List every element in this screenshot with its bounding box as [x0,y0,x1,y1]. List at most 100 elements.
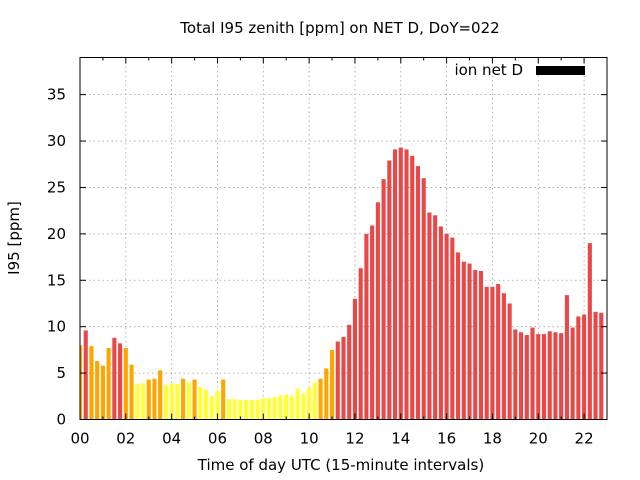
bar [570,327,575,420]
x-tick-label: 18 [483,430,502,448]
y-tick-label: 30 [47,132,66,150]
bar [587,243,592,420]
bar [135,384,140,420]
bar [118,343,123,420]
bar [370,225,375,420]
bar [307,387,312,420]
bar [559,333,564,420]
bar [209,396,214,420]
bar [576,316,581,420]
bar [146,379,151,420]
bar [582,314,587,420]
bar [244,400,249,420]
bar [341,336,346,420]
bar [352,298,358,420]
bar [203,389,209,420]
y-tick-label: 5 [56,364,66,382]
bar [278,395,283,420]
bar [553,332,558,420]
y-tick-label: 25 [47,178,66,196]
bar [89,346,94,420]
bar [284,394,289,420]
bar [404,149,409,420]
bar [186,382,191,420]
ticks [79,57,607,420]
bar [427,212,432,420]
bar [541,334,547,420]
y-tick-label: 15 [47,271,66,289]
bar [238,400,243,420]
bar [564,295,569,420]
bar [261,398,266,420]
bar [175,384,180,420]
bar [461,261,466,420]
bar [381,179,386,420]
bar [536,334,541,420]
bar [438,226,443,420]
bar [519,332,524,420]
bar [347,324,352,420]
bar [444,233,449,420]
bar [169,383,174,420]
x-tick-label: 04 [162,430,181,448]
x-tick-label: 02 [116,430,135,448]
bar [312,382,317,420]
legend-label: ion net D [454,61,523,79]
tick-labels: 00 02 04 06 08 10 12 14 16 18 20 22 0 5 10 15 20 25 30 35 [47,86,594,448]
bar [501,293,506,420]
bar [192,379,197,420]
bar [221,379,226,420]
bar [83,330,88,420]
bar [387,160,392,420]
x-tick-label: 16 [437,430,456,448]
bar [198,387,203,420]
bar [158,370,163,420]
bar [513,329,518,420]
bar [507,303,512,420]
bar [415,166,421,420]
bar [456,252,461,420]
bar [129,364,134,420]
bar [295,388,300,420]
x-tick-label: 00 [70,430,89,448]
bar [410,155,415,420]
bar [450,237,455,420]
bar [318,378,323,420]
y-axis-label: I95 [ppm] [5,201,23,275]
legend-swatch [536,66,585,75]
bar [215,390,220,420]
x-tick-label: 22 [575,430,594,448]
bar [530,327,535,420]
bar [364,233,369,420]
bar [100,365,105,420]
x-axis-label: Time of day UTC (15-minute intervals) [197,456,484,474]
x-tick-label: 14 [391,430,410,448]
x-tick-label: 10 [300,430,319,448]
bar [80,345,83,420]
bar [140,383,146,420]
chart-title: Total I95 zenith [ppm] on NET D, DoY=022 [179,19,499,37]
bar [329,349,335,420]
bar [226,399,231,420]
bar [524,335,529,420]
bar [272,397,277,420]
y-tick-label: 0 [56,411,66,429]
bar [593,311,598,420]
bar [484,286,489,420]
bar [496,283,501,420]
bar [181,378,186,420]
bar [490,286,495,420]
bar [301,393,306,420]
x-tick-label: 12 [345,430,364,448]
bar [335,341,340,420]
legend: ion net D [454,61,585,79]
bar [547,331,552,420]
bar [106,348,111,420]
bar [255,400,260,420]
x-tick-label: 08 [254,430,273,448]
bar [473,270,478,420]
bar [358,268,363,420]
y-tick-label: 35 [47,86,66,104]
bars [80,147,604,420]
